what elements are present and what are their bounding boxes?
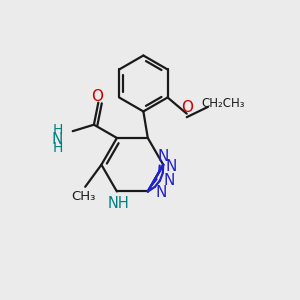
Text: CH₂CH₃: CH₂CH₃: [201, 98, 244, 110]
Text: N: N: [155, 185, 167, 200]
Text: CH₃: CH₃: [72, 190, 96, 203]
Text: N: N: [52, 132, 63, 147]
Text: O: O: [181, 100, 193, 115]
Text: N: N: [164, 173, 175, 188]
Text: H: H: [52, 141, 63, 155]
Text: O: O: [91, 88, 103, 104]
Text: N: N: [165, 159, 177, 174]
Text: H: H: [52, 123, 63, 137]
Text: N: N: [158, 149, 169, 164]
Text: NH: NH: [107, 196, 129, 211]
